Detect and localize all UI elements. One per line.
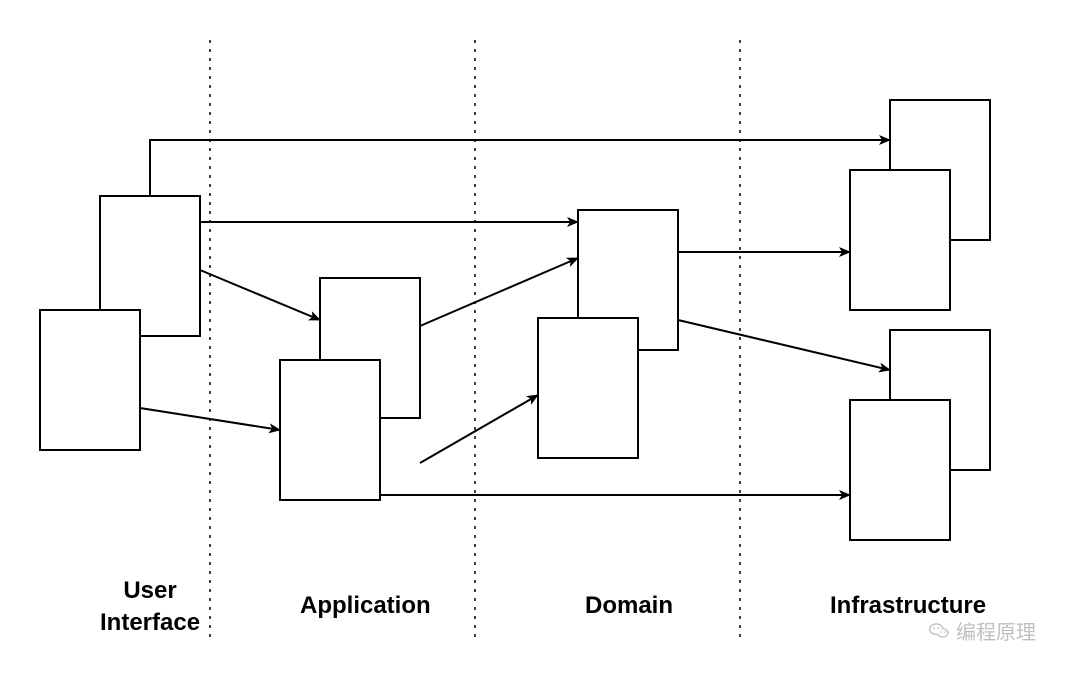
- node-inf4: [850, 400, 950, 540]
- edge-e_dom1_inf3: [678, 320, 890, 370]
- edge-e_app1_dom1: [420, 258, 578, 326]
- edge-e_ui_inf_top: [150, 140, 890, 196]
- node-dom2: [538, 318, 638, 458]
- column-label-domain: Domain: [585, 590, 673, 622]
- watermark-text: 编程原理: [956, 616, 1036, 645]
- edge-e_app2_dom2: [420, 395, 538, 463]
- wechat-icon: [928, 620, 950, 642]
- node-inf2: [850, 170, 950, 310]
- nodes-layer: [40, 100, 990, 540]
- watermark: 编程原理: [928, 616, 1036, 645]
- column-label-ui: User Interface: [100, 575, 200, 640]
- node-ui2: [40, 310, 140, 450]
- edges-layer: [140, 140, 890, 495]
- node-app2: [280, 360, 380, 500]
- diagram-canvas: User Interface Application Domain Infras…: [0, 0, 1080, 688]
- edge-e_ui_app1: [200, 270, 320, 320]
- column-label-app: Application: [300, 590, 431, 622]
